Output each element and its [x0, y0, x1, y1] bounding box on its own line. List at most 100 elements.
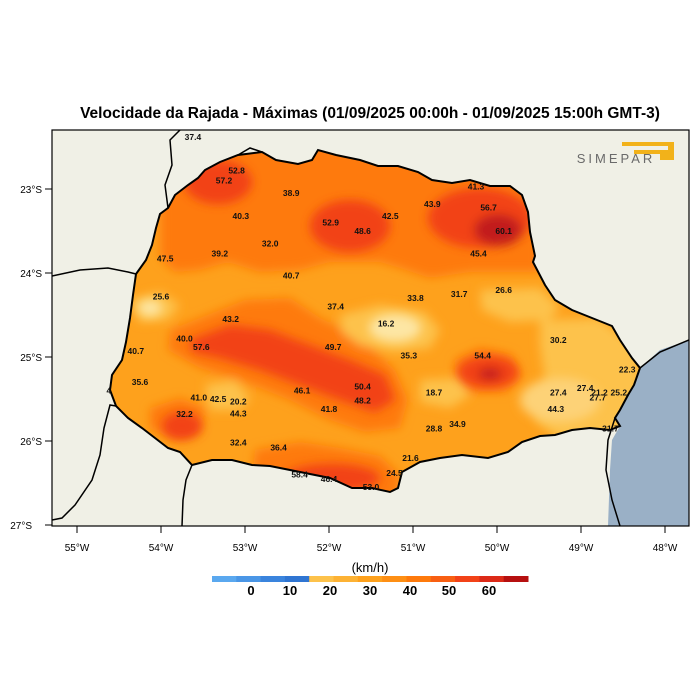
border-argentina-south [181, 464, 193, 526]
legend-swatch [236, 576, 262, 582]
station-value-label: 57.6 [193, 342, 210, 352]
station-value-label: 32.0 [262, 239, 279, 249]
station-value-label: 25.2 [611, 387, 628, 397]
station-value-label: 45.4 [470, 249, 487, 259]
station-value-label: 40.0 [176, 334, 193, 344]
station-value-label: 49.7 [325, 342, 342, 352]
station-value-label: 58.4 [291, 470, 308, 480]
legend-unit: (km/h) [352, 560, 389, 575]
station-value-label: 43.2 [222, 314, 239, 324]
station-value-label: 54.4 [474, 350, 491, 360]
border-ms-north [164, 130, 181, 209]
legend-tick-label: 10 [283, 583, 297, 598]
plot-frame [51, 129, 690, 527]
station-value-label: 20.2 [230, 397, 247, 407]
station-value-label: 48.2 [354, 396, 371, 406]
legend-swatch [479, 576, 505, 582]
border-sp-north [237, 147, 263, 156]
legend-swatch [455, 576, 480, 582]
color-legend: (km/h) 0 10 20 30 40 50 60 [212, 560, 529, 598]
station-value-label: 34.9 [449, 419, 466, 429]
station-value-label: 33.8 [407, 293, 424, 303]
station-value-label: 46.1 [294, 386, 311, 396]
lat-tick-label: 27°S [10, 521, 32, 532]
station-value-label: 27.7 [590, 392, 607, 402]
legend-swatch [333, 576, 359, 582]
ocean [608, 340, 689, 526]
station-value-label: 37.4 [185, 132, 202, 142]
station-value-label: 56.7 [480, 203, 497, 213]
station-value-label: 38.9 [283, 188, 300, 198]
legend-tick-label: 20 [323, 583, 337, 598]
lat-tick-label: 25°S [20, 353, 42, 364]
station-value-label: 24.5 [386, 468, 403, 478]
lon-ticks: 55°W 54°W 53°W 52°W 51°W 50°W 49°W 48°W [65, 526, 678, 554]
legend-swatch [382, 576, 407, 582]
station-value-label: 39.2 [212, 249, 229, 259]
station-value-label: 4 [107, 386, 112, 396]
lon-tick-label: 48°W [653, 543, 678, 554]
border-sc-south [52, 404, 117, 521]
station-labels: 37.4 52.857.2 38.9 41.3 43.9 56.7 40.3 42.5 52.9… [107, 132, 636, 492]
station-value-label: 52.8 [228, 166, 245, 176]
lat-tick-label: 24°S [20, 269, 42, 280]
lon-tick-label: 49°W [569, 543, 594, 554]
station-value-label: 40.7 [283, 271, 300, 281]
lon-tick-label: 51°W [401, 543, 426, 554]
legend-swatch [503, 576, 529, 582]
station-value-label: 57.2 [216, 176, 233, 186]
coast-north [639, 339, 689, 369]
legend-swatch [309, 576, 334, 582]
station-value-label: 42.5 [382, 211, 399, 221]
lon-tick-label: 50°W [485, 543, 510, 554]
station-value-label: 32.4 [230, 438, 247, 448]
station-value-label: 44.3 [230, 408, 247, 418]
station-value-label: 37.4 [327, 302, 344, 312]
station-value-label: 60.1 [495, 226, 512, 236]
lon-tick-label: 52°W [317, 543, 342, 554]
station-value-label: 36.4 [270, 443, 287, 453]
legend-swatch [284, 576, 310, 582]
lat-ticks: 23°S 24°S 25°S 26°S 27°S [10, 185, 52, 532]
station-value-label: 22.3 [619, 365, 636, 375]
station-value-label: 48.6 [354, 226, 371, 236]
station-value-label: 41.0 [191, 392, 208, 402]
legend-tick-label: 60 [482, 583, 496, 598]
station-value-label: 27.4 [550, 387, 567, 397]
legend-swatch [212, 576, 237, 582]
station-value-label: 44.3 [548, 404, 565, 414]
station-value-label: 21.6 [402, 453, 419, 463]
legend-tick-label: 30 [363, 583, 377, 598]
station-value-label: 28.8 [426, 423, 443, 433]
legend-tick-label: 40 [403, 583, 417, 598]
station-value-label: 53.0 [363, 482, 380, 492]
station-value-label: 18.7 [426, 387, 443, 397]
station-value-label: 26.6 [495, 285, 512, 295]
lon-tick-label: 55°W [65, 543, 90, 554]
station-value-label: 21.2 [591, 387, 608, 397]
lat-tick-label: 23°S [20, 185, 42, 196]
legend-tick-label: 50 [442, 583, 456, 598]
border-paraguay-west [52, 267, 137, 277]
legend-swatch [430, 576, 456, 582]
station-value-label: 43.9 [424, 199, 441, 209]
station-value-label: 42.5 [210, 394, 227, 404]
station-value-label: 47.5 [157, 254, 174, 264]
lon-tick-label: 54°W [149, 543, 174, 554]
simepar-logo: SIMEPAR [577, 142, 674, 166]
station-value-label: 25.6 [153, 292, 170, 302]
parana-border [108, 148, 642, 494]
station-value-label: 32.2 [176, 409, 193, 419]
station-value-label: 31.7 [451, 289, 468, 299]
plot-area: 37.4 52.857.2 38.9 41.3 43.9 56.7 40.3 42.5 52.9… [52, 130, 689, 526]
station-value-label: 40.7 [128, 346, 145, 356]
legend-colorbar [212, 576, 529, 582]
station-value-label: 31.7 [602, 423, 619, 433]
station-value-label: 50.4 [354, 381, 371, 391]
lon-tick-label: 53°W [233, 543, 258, 554]
station-value-label: 41.3 [468, 182, 485, 192]
station-value-label: 27.4 [577, 383, 594, 393]
lat-tick-label: 26°S [20, 437, 42, 448]
legend-swatch [260, 576, 286, 582]
